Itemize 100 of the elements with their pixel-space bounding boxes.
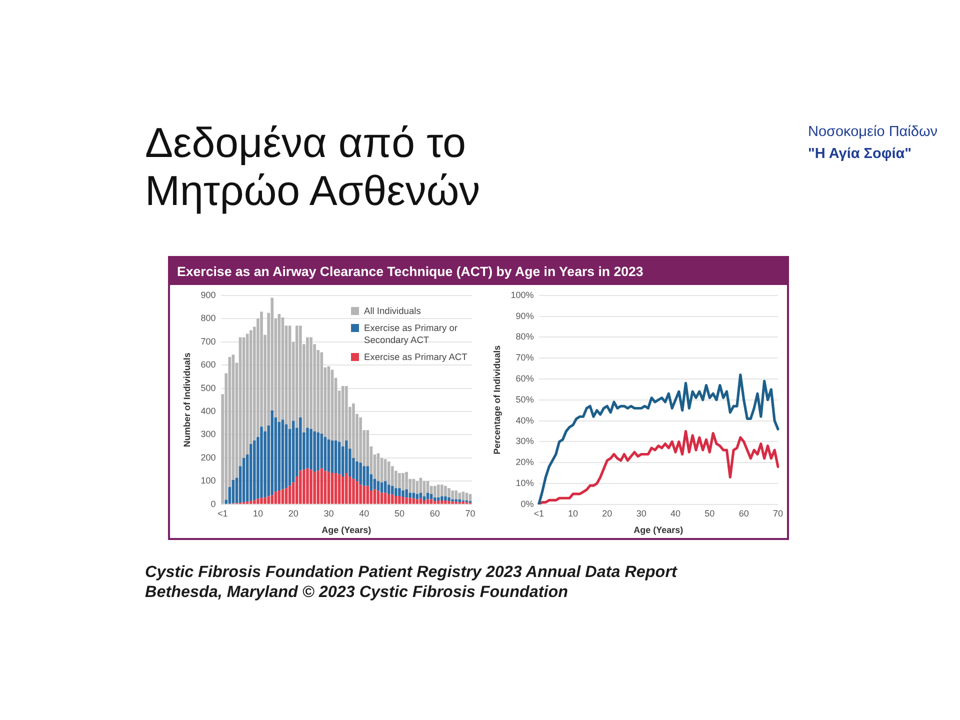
bar	[448, 497, 450, 502]
bar	[408, 492, 412, 498]
bar	[359, 417, 362, 463]
bar	[436, 484, 440, 498]
bar	[253, 500, 256, 504]
y-tick-label: 10%	[516, 478, 534, 488]
bar	[444, 486, 447, 496]
y-tick-label: 100	[200, 476, 216, 486]
bar	[313, 431, 316, 472]
bar	[356, 481, 358, 504]
text: "Η Αγία Σοφία"	[808, 146, 912, 162]
bar	[270, 495, 274, 504]
y-tick-label: 50%	[516, 394, 534, 404]
text: Νοσοκομείο Παίδων	[808, 124, 938, 140]
bar	[295, 326, 298, 428]
x-tick-label: 10	[252, 508, 263, 518]
bar	[440, 484, 444, 496]
bar	[352, 478, 355, 504]
bar	[448, 501, 450, 504]
bar	[359, 462, 362, 485]
bar	[458, 499, 462, 502]
bar	[422, 500, 426, 504]
x-tick-label: 50	[394, 508, 404, 518]
bar	[398, 488, 401, 496]
text: Δεδομένα από το Μητρώο Ασθενών	[145, 119, 482, 215]
bar	[390, 486, 394, 494]
bar	[352, 403, 355, 458]
bar	[267, 496, 270, 504]
y-tick-label: 200	[200, 452, 216, 462]
y-tick-label: 30%	[516, 436, 534, 446]
bar	[405, 472, 408, 490]
bar	[405, 498, 408, 504]
legend-label: Exercise as Primary ACT	[364, 351, 468, 363]
y-axis-title: Number of Individuals	[182, 352, 192, 448]
bar	[416, 499, 419, 504]
bar	[306, 428, 309, 468]
bar	[270, 410, 274, 496]
bar	[402, 490, 404, 497]
bar	[362, 466, 366, 486]
bar	[320, 468, 324, 504]
x-tick-label: <1	[217, 508, 228, 518]
bar	[440, 496, 444, 500]
y-tick-label: 70%	[516, 352, 534, 363]
bar	[444, 500, 447, 504]
y-tick-label: 800	[200, 313, 216, 324]
y-tick-label: 0%	[520, 498, 534, 509]
bar	[313, 472, 316, 504]
bar	[394, 488, 398, 496]
bar	[320, 434, 324, 468]
x-tick-label: 20	[602, 508, 612, 518]
bar	[440, 500, 444, 504]
bar	[462, 492, 465, 500]
bar	[356, 461, 358, 482]
x-tick-label: 60	[738, 508, 749, 518]
x-axis-title: Age (Years)	[634, 525, 684, 536]
y-tick-label: 0	[210, 498, 216, 509]
bar	[246, 334, 249, 454]
y-tick-label: 300	[200, 429, 216, 440]
x-tick-label: 60	[430, 508, 440, 518]
legend-label: Exercise as Primary or Secondary ACT	[364, 322, 459, 346]
y-tick-label: 40%	[516, 415, 534, 426]
bar	[451, 499, 454, 502]
bar	[419, 478, 422, 493]
bar	[384, 481, 387, 493]
bar	[436, 500, 440, 504]
bar	[359, 484, 362, 504]
x-tick-label: 10	[568, 508, 578, 518]
bar	[405, 489, 408, 498]
bar	[416, 481, 419, 494]
bar	[387, 484, 390, 494]
bar	[316, 470, 320, 504]
x-tick-label: 30	[636, 508, 646, 518]
bar	[260, 498, 263, 504]
bar	[433, 497, 436, 502]
bar	[341, 386, 344, 446]
bar	[284, 488, 288, 504]
x-tick-label: 70	[772, 508, 783, 518]
bar	[422, 481, 426, 496]
y-tick-label: 700	[200, 336, 216, 346]
bar	[249, 444, 252, 501]
bar	[444, 496, 447, 500]
bar	[387, 494, 390, 504]
y-tick-label: 90%	[516, 310, 534, 321]
bar	[260, 426, 263, 498]
bar	[306, 468, 309, 504]
bar	[344, 440, 348, 474]
bar	[264, 497, 266, 504]
bar	[412, 478, 416, 493]
bar	[402, 496, 404, 504]
bar	[433, 486, 436, 498]
y-tick-label: 60%	[516, 373, 534, 384]
text: Bethesda, Maryland © 2023 Cystic Fibrosis Foundation	[145, 583, 568, 602]
bar	[256, 498, 260, 504]
bar	[344, 473, 348, 504]
bar	[451, 490, 454, 500]
bar	[454, 490, 458, 500]
y-axis-title: Percentage of Individuals	[492, 345, 502, 454]
bar	[310, 470, 312, 504]
bar	[274, 492, 278, 504]
bar	[299, 470, 302, 504]
